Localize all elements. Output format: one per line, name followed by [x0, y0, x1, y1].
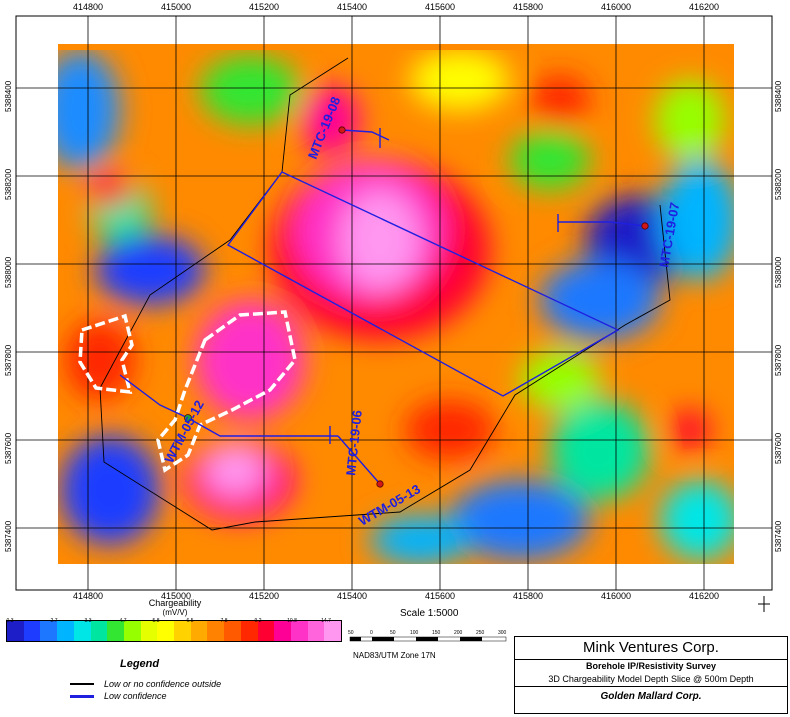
company-name: Mink Ventures Corp. [515, 637, 787, 660]
easting-tick: 414800 [72, 2, 104, 12]
scale-bar: 50 0 50 100 150 200 250 300 [348, 630, 507, 642]
colorbar-unit: (mV/V) [162, 608, 188, 617]
legend-item-label: Low or no confidence outside [104, 679, 222, 689]
colorbar-swatch [107, 621, 124, 641]
colorbar-swatch [7, 621, 24, 641]
colorbar-swatch [224, 621, 241, 641]
easting-tick: 415200 [248, 2, 280, 12]
scale-bar-label: 50 [348, 630, 354, 636]
northing-tick: 5387600 [4, 432, 13, 464]
collar-wtm-05-12 [184, 414, 192, 422]
colorbar-label: 9.2 [254, 618, 262, 624]
colorbar-swatch [157, 621, 175, 641]
colorbar-swatch [73, 621, 91, 641]
easting-tick-bottom: 415600 [424, 591, 456, 601]
easting-tick-bottom: 415800 [512, 591, 544, 601]
colorbar-swatch [207, 621, 225, 641]
colorbar-swatch [324, 621, 342, 641]
legend-item-low-confidence: Low confidence [70, 691, 167, 701]
colorbar-label: 4.7 [119, 618, 127, 624]
north-arrow-icon [758, 596, 770, 612]
colorbar [6, 620, 342, 642]
collar-wtm-05-13 [376, 480, 384, 488]
northing-tick: 5387800 [4, 344, 13, 376]
legend-item-label: Low confidence [104, 691, 167, 701]
northing-tick: 5388400 [4, 80, 13, 112]
colorbar-label: 2.7 [50, 618, 58, 624]
colorbar-swatch [140, 621, 158, 641]
colorbar-label: 5.8 [152, 618, 160, 624]
colorbar-swatch [274, 621, 291, 641]
scale-bar-label: 50 [390, 630, 396, 636]
slice-description: 3D Chargeability Model Depth Slice @ 500… [515, 672, 787, 687]
colorbar-swatch [123, 621, 141, 641]
colorbar-swatch [57, 621, 74, 641]
collar-mtc-19-07 [641, 222, 649, 230]
legend-swatch-black [70, 683, 94, 685]
northing-tick-right: 5387600 [774, 432, 783, 464]
northing-tick: 5388200 [4, 168, 13, 200]
anomaly-outline-west [78, 313, 134, 395]
easting-tick: 415400 [336, 2, 368, 12]
scale-bar-label: 100 [410, 630, 419, 636]
colorbar-swatch [40, 621, 58, 641]
scale-bar-label: 150 [432, 630, 441, 636]
northing-tick-right: 5388000 [774, 256, 783, 288]
colorbar-swatch [290, 621, 308, 641]
survey-name: Borehole IP/Resistivity Survey [585, 661, 717, 671]
colorbar-swatch [190, 621, 208, 641]
easting-tick-bottom: 415400 [336, 591, 368, 601]
easting-tick: 416000 [600, 2, 632, 12]
map-frame [15, 15, 773, 591]
easting-tick-bottom: 415200 [248, 591, 280, 601]
easting-tick: 415600 [424, 2, 456, 12]
colorbar-label: 14.7 [321, 618, 331, 624]
hole-label-mtc-19-06: MTC-19-06 [343, 409, 365, 476]
chargeability-heatmap [58, 44, 734, 564]
map-grid [16, 16, 772, 590]
easting-tick: 416200 [688, 2, 720, 12]
scale-bar-label: 200 [454, 630, 463, 636]
legend-item-no-confidence: Low or no confidence outside [70, 679, 221, 689]
easting-tick-bottom: 416000 [600, 591, 632, 601]
low-confidence-boundary [226, 171, 620, 397]
northing-tick-right: 5388200 [774, 168, 783, 200]
colorbar-swatch [240, 621, 258, 641]
colorbar-label: 3.3 [84, 618, 92, 624]
legend-swatch-blue [70, 694, 94, 698]
northing-tick: 5388000 [4, 256, 13, 288]
easting-tick: 415800 [512, 2, 544, 12]
northing-tick-right: 5387400 [774, 520, 783, 552]
scale-text: Scale 1:5000 [400, 608, 459, 619]
collar-mtc-19-08 [338, 126, 346, 134]
colorbar-label: 0.3 [6, 618, 14, 624]
colorbar-label: 10.8 [287, 618, 297, 624]
colorbar-title: Chargeability (mV/V) [120, 598, 230, 617]
colorbar-swatch [307, 621, 325, 641]
client-name: Golden Mallard Corp. [600, 691, 702, 702]
projection-label: NAD83/UTM Zone 17N [353, 651, 436, 660]
colorbar-swatch [23, 621, 41, 641]
colorbar-swatch [257, 621, 275, 641]
colorbar-label: 6.5 [186, 618, 194, 624]
easting-tick-bottom: 414800 [72, 591, 104, 601]
northing-tick-right: 5388400 [774, 80, 783, 112]
drillhole-traces [119, 128, 646, 485]
scale-bar-label: 300 [498, 630, 507, 636]
easting-tick: 415000 [160, 2, 192, 12]
northing-tick: 5387400 [4, 520, 13, 552]
colorbar-swatch [90, 621, 108, 641]
legend-title: Legend [120, 658, 160, 670]
easting-tick-bottom: 415000 [160, 591, 192, 601]
colorbar-swatch [174, 621, 191, 641]
colorbar-label: 7.8 [220, 618, 228, 624]
easting-tick-bottom: 416200 [688, 591, 720, 601]
northing-tick-right: 5387800 [774, 344, 783, 376]
scale-bar-label: 0 [370, 630, 373, 636]
title-block: Mink Ventures Corp. Borehole IP/Resistiv… [514, 636, 788, 714]
scale-bar-label: 250 [476, 630, 485, 636]
